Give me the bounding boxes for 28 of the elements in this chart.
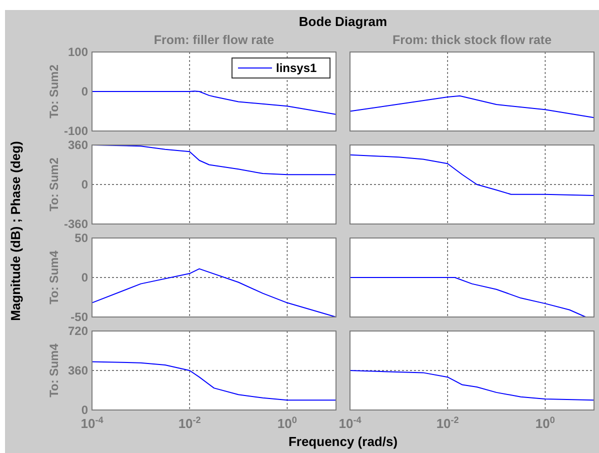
y-axis-title: To: Sum4: [47, 343, 61, 398]
y-tick-label: -100: [64, 124, 88, 138]
y-tick-label: 0: [81, 84, 88, 99]
x-tick-label: 10$^{0}$: [535, 415, 555, 431]
y-tick-label: 100: [68, 45, 88, 60]
y-tick-label: 360: [68, 364, 88, 378]
x-tick-label: 10$^{-4}$: [338, 415, 362, 431]
chart-subtitle: From: thick stock flow rate: [392, 33, 552, 47]
x-tick-label: 10$^{-2}$: [436, 415, 459, 431]
y-tick-label: 0: [81, 270, 88, 285]
text: Magnitude (dB) ; Phase (deg): [8, 141, 23, 321]
y-axis-title: To: Sum2: [47, 64, 61, 118]
chart-subtitle: From: filler flow rate: [154, 33, 274, 47]
y-axis-title: To: Sum4: [47, 250, 61, 304]
y-tick-label: 0: [81, 403, 88, 418]
y-tick-label: 0: [81, 178, 88, 192]
x-tick-label: 10$^{-2}$: [178, 415, 201, 431]
y-tick-label: 50: [74, 231, 88, 246]
y-tick-label: 360: [68, 138, 88, 152]
y-tick-label: -50: [70, 310, 88, 324]
x-axis-title: Frequency (rad/s): [288, 434, 398, 449]
x-tick-label: 10$^{-4}$: [80, 415, 104, 431]
x-tick-label: 10$^{0}$: [277, 415, 297, 431]
y-tick-label: -360: [64, 217, 88, 232]
chart-title: Bode Diagram: [298, 14, 388, 29]
y-axis-title: To: Sum2: [47, 157, 61, 212]
y-tick-label: 720: [68, 324, 88, 338]
legend-label: linsys1: [276, 61, 318, 76]
